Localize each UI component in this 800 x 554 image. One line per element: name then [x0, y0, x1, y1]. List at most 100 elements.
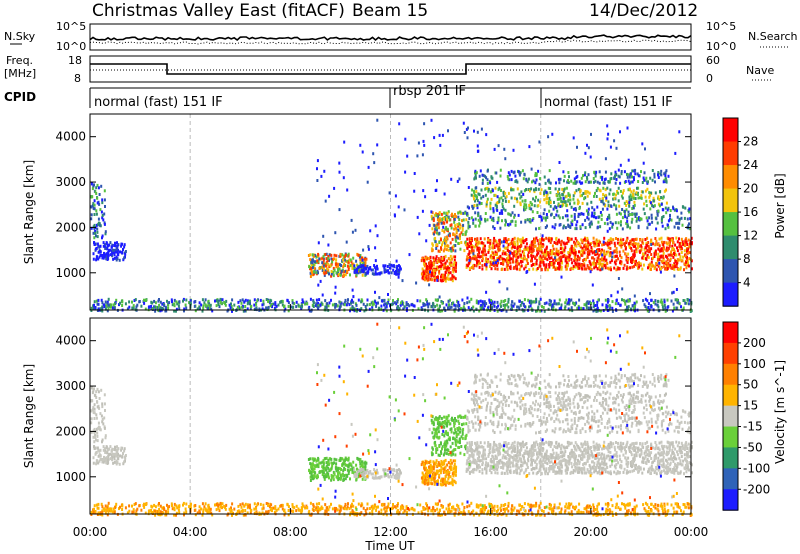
echo-cell	[658, 198, 661, 201]
echo-cell	[554, 187, 557, 191]
echo-cell	[602, 193, 605, 196]
echo-cell	[580, 306, 583, 310]
echo-cell	[525, 206, 528, 210]
echo-cell	[110, 449, 113, 453]
echo-cell	[596, 309, 599, 313]
echo-cell	[579, 264, 582, 268]
echo-cell	[483, 300, 486, 304]
echo-cell	[525, 188, 528, 191]
echo-cell	[316, 259, 319, 263]
echo-cell	[650, 247, 653, 251]
echo-cell	[633, 294, 636, 298]
colorbar-tick-label: 4	[743, 276, 751, 290]
echo-cell	[661, 301, 664, 305]
echo-cell	[662, 247, 665, 251]
echo-cell	[161, 302, 164, 306]
echo-cell	[542, 243, 545, 247]
echo-cell	[396, 300, 399, 303]
echo-cell	[115, 258, 118, 262]
echo-cell	[555, 213, 558, 217]
echo-cell	[249, 302, 251, 306]
echo-cell	[371, 305, 374, 309]
echo-cell	[538, 300, 541, 304]
echo-cell	[483, 237, 486, 241]
echo-cell	[626, 126, 629, 130]
echo-cell	[515, 251, 518, 255]
echo-cell	[96, 400, 99, 404]
echo-cell	[565, 298, 568, 302]
echo-cell	[102, 448, 105, 452]
echo-cell	[496, 259, 499, 262]
echo-cell	[656, 211, 659, 215]
echo-cell	[397, 502, 399, 506]
echo-cell	[615, 212, 618, 216]
echo-cell	[203, 505, 206, 509]
echo-cell	[635, 219, 638, 223]
echo-cell	[605, 303, 608, 307]
echo-cell	[601, 175, 604, 179]
echo-cell	[428, 283, 431, 287]
echo-cell	[524, 245, 527, 249]
echo-cell	[504, 191, 507, 195]
echo-cell	[636, 186, 638, 190]
echo-cell	[633, 264, 636, 268]
echo-cell	[500, 503, 503, 507]
echo-cell	[464, 243, 467, 247]
echo-cell	[397, 305, 399, 309]
echo-cell	[621, 208, 624, 211]
echo-cell	[586, 216, 589, 220]
echo-cell	[569, 198, 572, 202]
echo-cell	[575, 208, 577, 212]
echo-cell	[627, 252, 630, 256]
echo-cell	[523, 189, 526, 193]
echo-cell	[558, 187, 561, 191]
echo-cell	[590, 249, 593, 253]
echo-cell	[478, 265, 481, 269]
echo-cell	[535, 262, 538, 266]
echo-cell	[665, 254, 667, 258]
echo-cell	[531, 210, 534, 214]
echo-cell	[316, 179, 319, 182]
echo-cell	[428, 263, 431, 267]
echo-cell	[352, 300, 355, 304]
echo-cell	[660, 267, 662, 271]
echo-cell	[453, 258, 456, 262]
echo-cell	[105, 257, 108, 261]
echo-cell	[481, 257, 484, 261]
echo-cell	[154, 505, 157, 509]
echo-cell	[480, 250, 483, 254]
echo-cell	[513, 236, 516, 240]
echo-cell	[475, 503, 478, 507]
echo-cell	[572, 197, 575, 201]
echo-cell	[96, 196, 99, 200]
echo-cell	[120, 448, 123, 452]
echo-cell	[464, 211, 466, 215]
echo-cell	[261, 303, 264, 307]
echo-cell	[321, 293, 324, 297]
echo-cell	[476, 199, 479, 203]
echo-cell	[406, 511, 408, 515]
echo-cell	[244, 309, 246, 313]
echo-cell	[632, 192, 635, 196]
echo-cell	[657, 171, 660, 174]
echo-cell	[452, 233, 455, 236]
echo-cell	[556, 302, 559, 306]
echo-cell	[585, 507, 588, 511]
echo-cell	[603, 257, 606, 261]
echo-cell	[360, 268, 363, 272]
echo-cell	[327, 304, 330, 308]
echo-cell	[237, 305, 240, 309]
echo-cell	[361, 258, 364, 262]
echo-cell	[577, 304, 580, 308]
echo-cell	[164, 305, 167, 309]
echo-cell	[101, 402, 104, 406]
echo-cell	[475, 190, 478, 194]
echo-cell	[569, 248, 571, 252]
echo-cell	[662, 215, 665, 218]
echo-cell	[437, 257, 440, 261]
echo-cell	[360, 298, 363, 302]
echo-cell	[390, 303, 393, 307]
echo-cell	[452, 248, 455, 252]
echo-cell	[667, 206, 670, 210]
echo-cell	[512, 171, 515, 175]
